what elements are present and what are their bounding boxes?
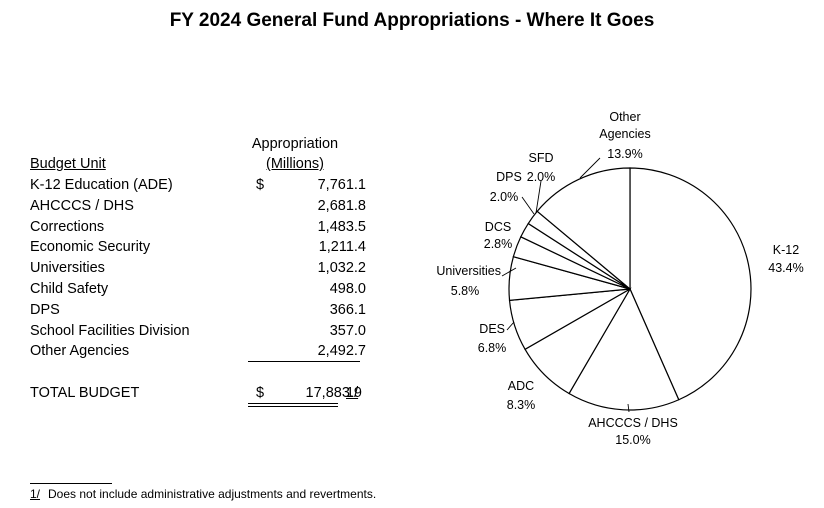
row-value: 1,483.5 <box>317 218 366 235</box>
total-value: 17,883.9 <box>305 385 362 401</box>
appropriation-header: Appropriation (Millions) <box>240 134 350 174</box>
total-label: TOTAL BUDGET <box>30 385 140 401</box>
slice-percent-label: 5.8% <box>451 284 480 298</box>
row-value: 366.1 <box>329 301 366 318</box>
leader-line <box>501 267 517 277</box>
slice-name-label: SFD <box>529 151 554 165</box>
table-row: DPS 366.1 <box>30 300 370 321</box>
slice-name-label: DPS <box>496 170 522 184</box>
appropriation-header-line1: Appropriation <box>251 136 339 152</box>
leader-line <box>535 180 542 214</box>
slice-percent-label: 15.0% <box>615 433 650 447</box>
row-value: 1,211.4 <box>318 239 366 256</box>
slice-percent-label: 43.4% <box>768 261 803 275</box>
pie-slice-ahcccs-dhs <box>568 287 680 411</box>
row-value: 498.0 <box>329 280 366 297</box>
slice-name-label: Other <box>609 110 640 124</box>
pie-slice-other-agencies <box>536 167 631 291</box>
slice-name-label: Universities <box>436 264 501 278</box>
total-row: TOTAL BUDGET $ 17,883.9 1/ <box>30 383 390 403</box>
row-name: AHCCCS / DHS <box>30 197 134 214</box>
appropriation-header-line2: (Millions) <box>266 156 324 172</box>
currency-symbol: $ <box>256 177 265 193</box>
subtotal-rule <box>248 361 360 362</box>
footnote: 1/Does not include administrative adjust… <box>30 486 376 502</box>
slice-percent-label: 6.8% <box>478 341 507 355</box>
slice-percent-label: 2.8% <box>484 237 513 251</box>
slice-percent-label: 2.0% <box>527 170 556 184</box>
row-name: DPS <box>30 301 60 318</box>
leader-line <box>579 157 601 179</box>
pie-labels: K-12 43.4% AHCCCS / DHS 15.0% ADC 8.3% DES 6.8%… <box>436 110 803 447</box>
currency-symbol: $ <box>256 385 265 401</box>
table-row: Child Safety 498.0 <box>30 279 370 300</box>
pie-slice-k-12 <box>629 167 752 401</box>
table-row: Corrections 1,483.5 <box>30 217 370 238</box>
row-value: 7,761.1 <box>317 177 366 193</box>
leader-line <box>521 196 535 215</box>
table-row: AHCCCS / DHS 2,681.8 <box>30 196 370 217</box>
slice-name-label: AHCCCS / DHS <box>588 416 678 430</box>
row-name: School Facilities Division <box>30 322 190 339</box>
budget-unit-header: Budget Unit <box>30 156 106 172</box>
slice-name-label: K-12 <box>773 243 799 257</box>
row-name: K-12 Education (ADE) <box>30 177 173 193</box>
row-value: 1,032.2 <box>317 260 366 277</box>
table-row: Other Agencies 2,492.7 <box>30 341 370 362</box>
row-name: Corrections <box>30 218 105 235</box>
table-row: K-12 Education (ADE) $ 7,761.1 <box>30 175 370 196</box>
table-row: Universities 1,032.2 <box>30 258 370 279</box>
total-double-rule-bottom <box>248 406 338 407</box>
leader-line <box>627 403 630 413</box>
slice-name-label: DCS <box>485 220 511 234</box>
slice-percent-label: 13.9% <box>607 147 642 161</box>
slice-name-label: Agencies <box>599 127 650 141</box>
slice-name-label: ADC <box>508 379 534 393</box>
table-row: Economic Security 1,211.4 <box>30 237 370 258</box>
pie-leader-lines <box>501 157 630 413</box>
pie-slices <box>508 167 752 411</box>
row-name: Child Safety <box>30 280 109 297</box>
total-double-rule-top <box>248 403 338 404</box>
footnote-mark: 1/ <box>30 487 41 501</box>
slice-percent-label: 2.0% <box>490 190 519 204</box>
slice-percent-label: 8.3% <box>507 398 536 412</box>
row-value: 357.0 <box>329 322 366 339</box>
row-value: 2,681.8 <box>317 197 366 214</box>
table-row: School Facilities Division 357.0 <box>30 321 370 342</box>
footnote-rule <box>30 483 112 484</box>
budget-table: K-12 Education (ADE) $ 7,761.1 AHCCCS / … <box>30 175 370 362</box>
row-value: 2,492.7 <box>317 343 366 360</box>
footnote-text: Does not include administrative adjustme… <box>48 487 377 501</box>
page-title: FY 2024 General Fund Appropriations - Wh… <box>169 10 655 31</box>
row-name: Other Agencies <box>30 343 130 360</box>
slice-name-label: DES <box>479 322 505 336</box>
row-name: Economic Security <box>30 239 151 256</box>
row-name: Universities <box>30 260 105 277</box>
leader-line <box>506 321 515 331</box>
total-footnote-mark: 1/ <box>346 385 359 401</box>
